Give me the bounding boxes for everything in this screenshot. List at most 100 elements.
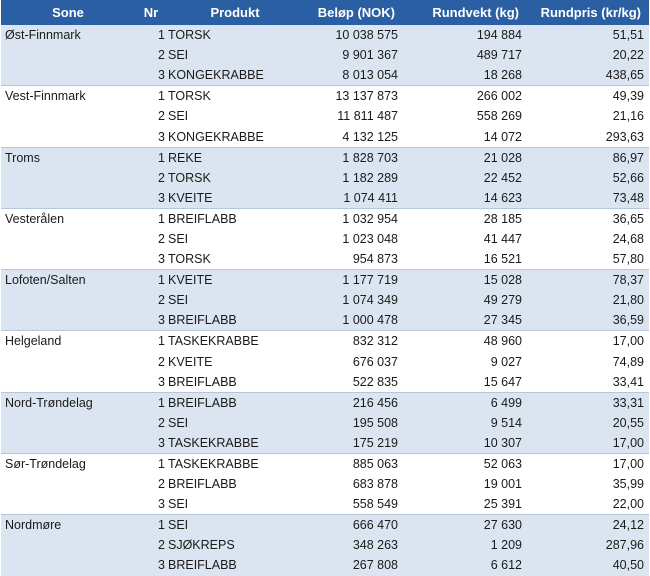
cell-rundvekt: 22 452 [403,167,527,188]
cell-belop: 676 037 [352,354,398,369]
cell-nr: 1 [135,25,167,46]
cell-nr: 3 [135,65,167,86]
cell-belop: 348 263 [303,535,403,556]
cell-rundpris: 20,55 [527,412,649,433]
cell-produkt: SEI [167,45,303,66]
cell-rundvekt: 19 001 [483,477,522,492]
cell-nr: 1 [135,207,167,229]
header-row: Sone Nr Produkt Beløp (NOK) Rundvekt (kg… [1,0,649,25]
cell-rundvekt: 15 647 [483,374,522,389]
cell-rundpris: 21,80 [527,290,649,311]
cell-belop: 1 074 349 [303,290,403,311]
cell-nr: 2 [135,535,167,556]
cell-rundpris: 33,41 [612,374,644,389]
cell-sone: Troms [1,146,135,209]
cell-rundvekt: 6 612 [403,555,527,576]
cell-nr: 1 [135,330,167,352]
cell-belop: 666 470 [303,514,403,536]
cell-sone: Nord-Trøndelag [1,391,135,454]
cell-produkt: TORSK [167,167,303,188]
cell-produkt: SEI [168,109,189,124]
cell-rundpris: 35,99 [612,477,644,492]
cell-nr: 3 [135,310,167,331]
cell-belop: 216 456 [303,391,403,413]
cell-nr: 2 [135,412,167,433]
cell-produkt: KVEITE [168,354,213,369]
table-row: Vest-Finnmark 1 TORSK 13 137 873 266 002 49,3… [1,85,649,148]
table-row: 2 BREIFLABB 683 878 19 001 35,99 [1,474,649,494]
cell-rundvekt: 9 514 [403,412,527,433]
cell-rundvekt: 14 072 [483,129,522,144]
cell-rundvekt: 6 499 [403,391,527,413]
header-sone: Sone [1,0,135,25]
cell-nr: 1 [135,146,167,168]
cell-rundpris: 51,51 [527,25,649,46]
cell-belop: 885 063 [303,452,403,475]
cell-rundvekt: 558 269 [476,109,522,124]
cell-rundpris: 293,63 [605,129,644,144]
cell-rundvekt: 266 002 [403,85,527,107]
cell-belop: 1 023 048 [342,231,398,246]
cell-produkt: TASKEKRABBE [167,330,303,352]
cell-rundvekt: 9 027 [490,354,522,369]
cell-nr: 3 [158,252,165,267]
cell-rundvekt: 14 623 [403,187,527,209]
cell-rundpris: 36,59 [527,310,649,331]
cell-produkt: KONGEKRABBE [168,129,264,144]
cell-rundvekt: 27 630 [403,514,527,536]
cell-rundvekt: 41 447 [483,231,522,246]
cell-rundpris: 40,50 [527,555,649,576]
cell-rundvekt: 15 028 [403,269,527,291]
table-row: Helgeland 1 TASKEKRABBE 832 312 48 960 17,00 [1,330,649,393]
cell-nr: 1 [135,269,167,291]
table-row: 3 TORSK 954 873 16 521 57,80 [1,249,649,270]
cell-rundpris: 21,16 [612,109,644,124]
cell-sone: Vesterålen [1,207,135,270]
cell-produkt: REKE [167,146,303,168]
cell-nr: 3 [135,187,167,209]
cell-sone: Øst-Finnmark [1,25,135,86]
cell-sone: Lofoten/Salten [1,269,135,331]
cell-rundvekt: 27 345 [403,310,527,331]
cell-rundpris: 17,00 [527,432,649,454]
cell-produkt: SEI [167,290,303,311]
table-row: 3 KONGEKRABBE 4 132 125 14 072 293,63 [1,126,649,147]
cell-belop: 1 074 411 [303,187,403,209]
table-row: 3 SEI 558 549 25 391 22,00 [1,494,649,515]
cell-produkt: BREIFLABB [167,555,303,576]
cell-nr: 2 [158,354,165,369]
cell-belop: 10 038 575 [303,25,403,46]
cell-belop: 558 549 [352,497,398,512]
cell-rundvekt: 16 521 [483,252,522,267]
cell-nr: 3 [158,497,165,512]
cell-nr: 1 [135,391,167,413]
cell-rundpris: 52,66 [527,167,649,188]
cell-rundpris: 438,65 [527,65,649,86]
cell-belop: 1 828 703 [303,146,403,168]
cell-rundpris: 17,00 [527,452,649,475]
cell-rundvekt: 52 063 [403,452,527,475]
table-row: 2 SEI 11 811 487 558 269 21,16 [1,106,649,126]
cell-produkt: BREIFLABB [167,207,303,229]
table-row: 2 SEI 195 508 9 514 20,55 [1,412,649,433]
cell-produkt: SEI [168,231,189,246]
cell-nr: 3 [135,432,167,454]
cell-rundpris: 287,96 [527,535,649,556]
cell-nr: 2 [158,109,165,124]
cell-nr: 2 [158,231,165,246]
cell-produkt: KVEITE [167,187,303,209]
cell-rundpris: 78,37 [527,269,649,291]
table-row: Nordmøre 1 SEI 666 470 27 630 24,12 [1,514,649,576]
cell-belop: 267 808 [303,555,403,576]
cell-nr: 3 [158,374,165,389]
header-rundpris: Rundpris (kr/kg) [527,0,649,25]
cell-nr: 1 [135,514,167,536]
cell-rundpris: 33,31 [527,391,649,413]
cell-belop: 832 312 [303,330,403,352]
cell-belop: 683 878 [352,477,398,492]
cell-rundpris: 86,97 [527,146,649,168]
cell-rundpris: 22,00 [612,497,644,512]
cell-produkt: TASKEKRABBE [167,432,303,454]
cell-produkt: SJØKREPS [167,535,303,556]
